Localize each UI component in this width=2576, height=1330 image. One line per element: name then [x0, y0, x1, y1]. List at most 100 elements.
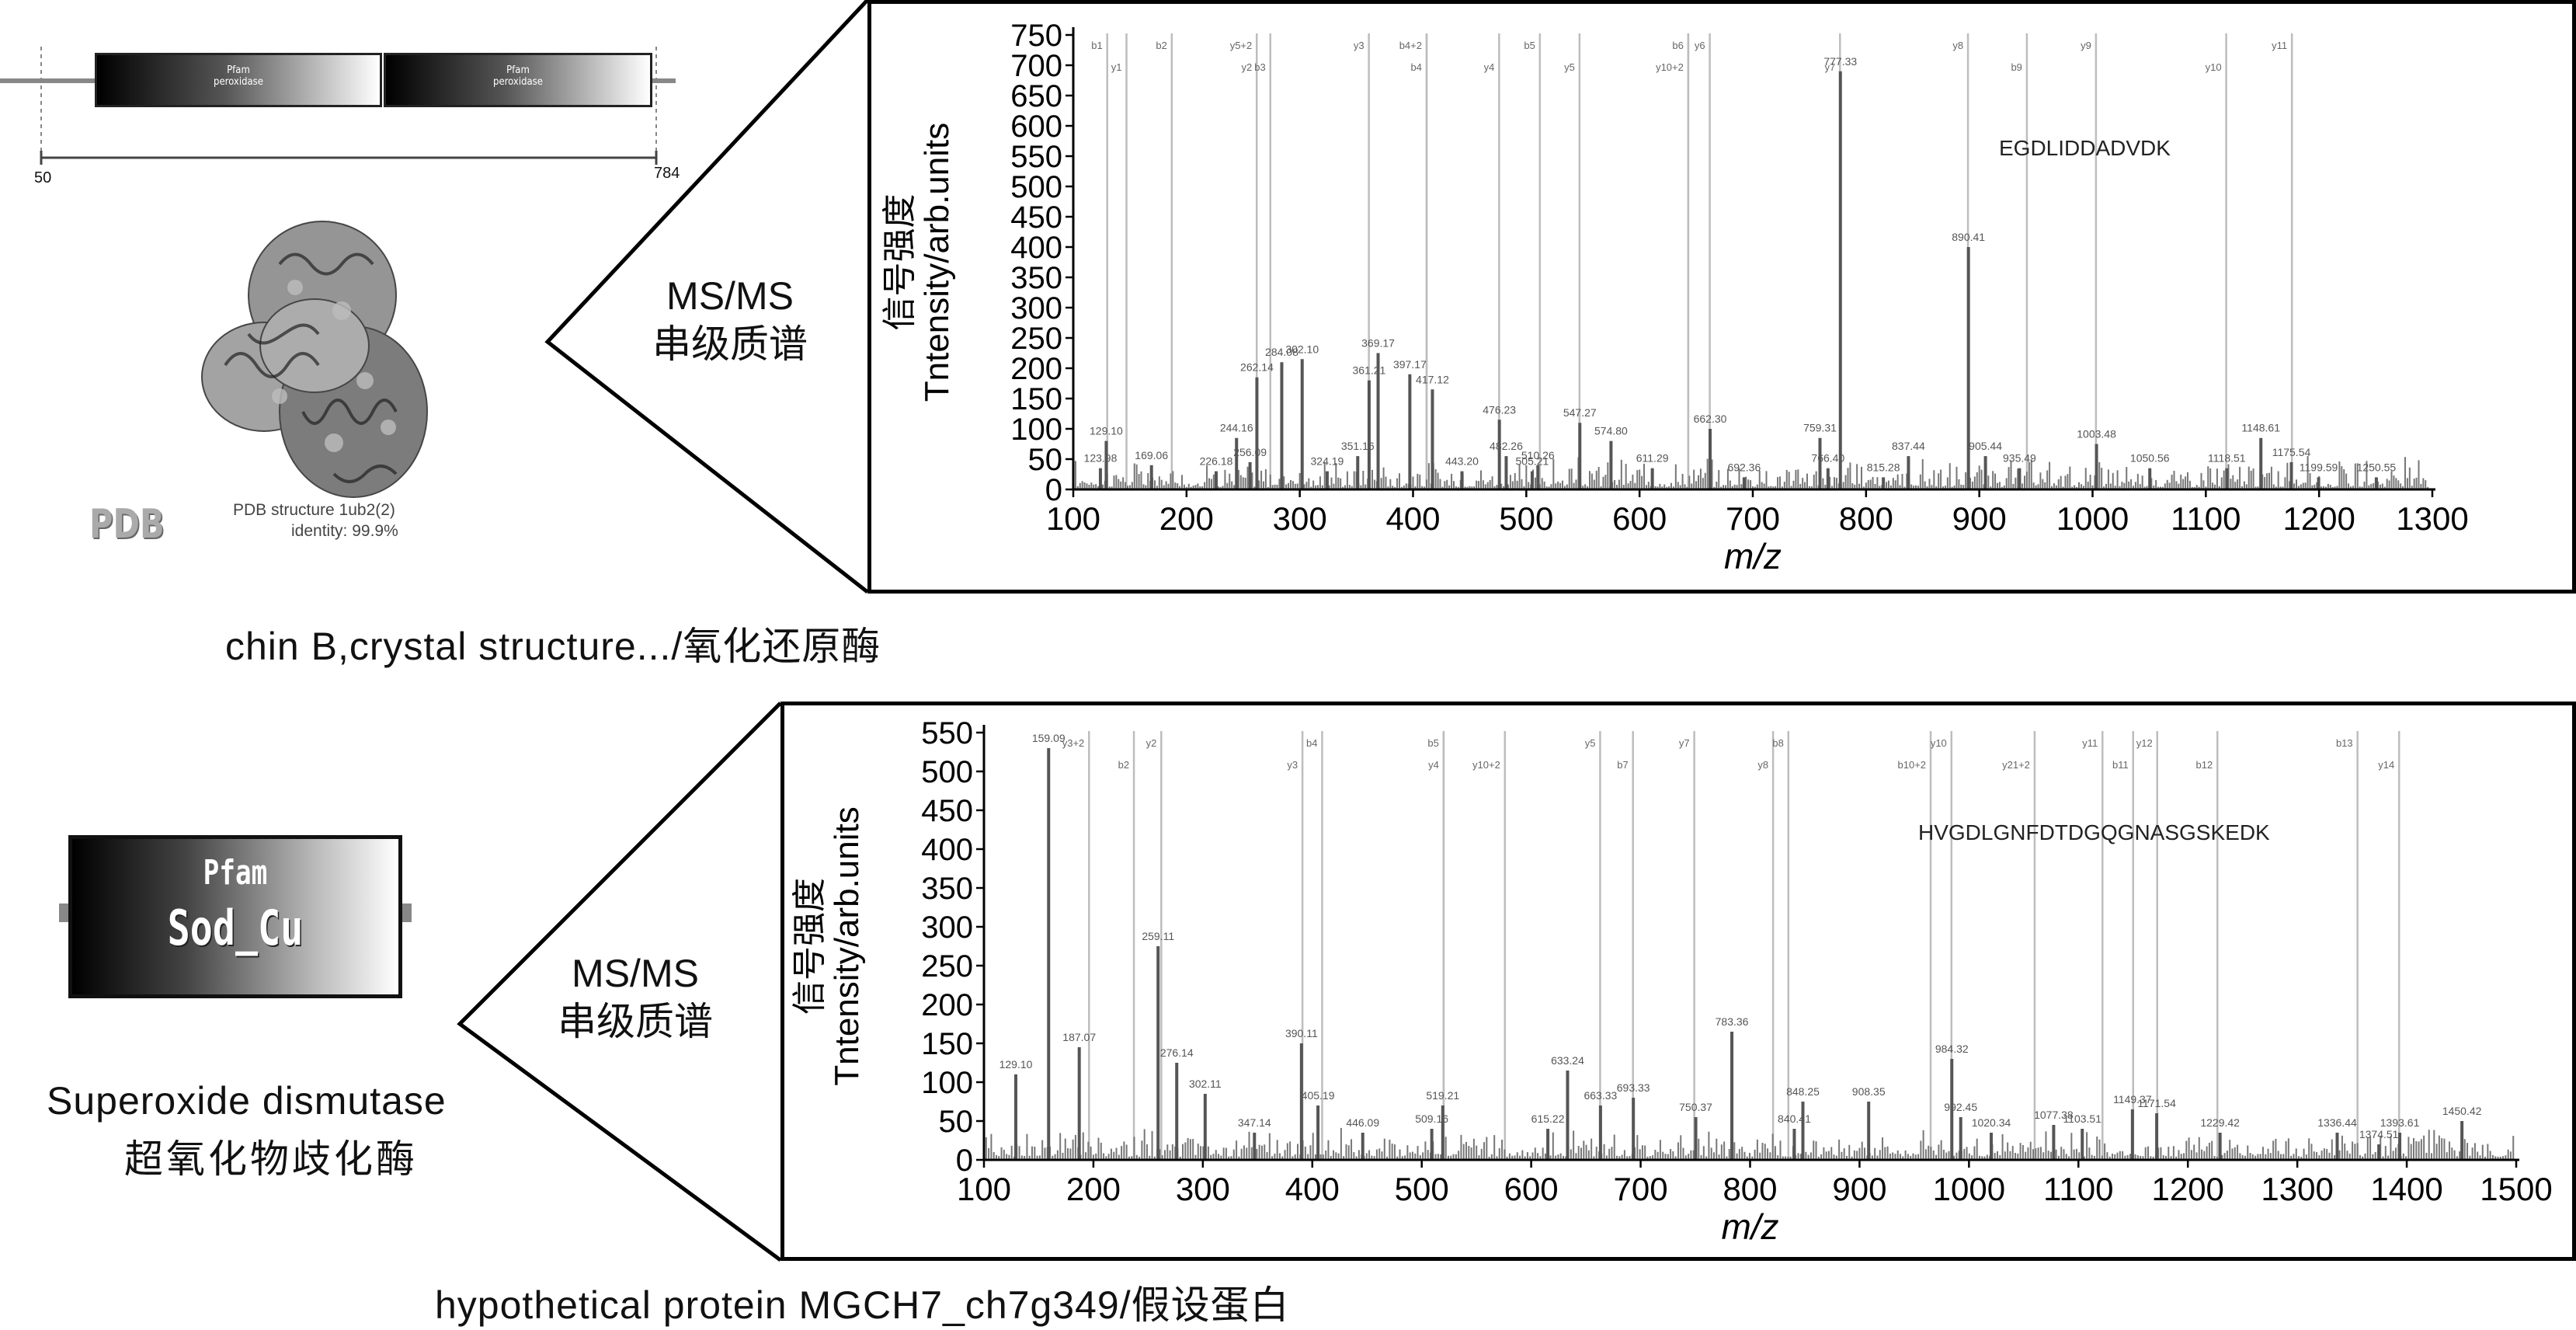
- peak-label: 397.17: [1393, 358, 1427, 371]
- peak-label: 259.11: [1142, 930, 1174, 942]
- sod-connectors: [59, 903, 412, 922]
- ion-marker-label: b10+2: [1898, 759, 1927, 771]
- callout-lines: [457, 0, 869, 1262]
- y-tick-label: 100: [921, 1066, 973, 1100]
- sod-cu-domain-box: Pfam Sod_Cu: [68, 835, 402, 998]
- peak-label: 905.44: [1969, 440, 2002, 452]
- peak-label: 256.09: [1233, 446, 1267, 458]
- peak-label: 837.44: [1892, 440, 1925, 452]
- x-tick-label: 500: [1395, 1171, 1449, 1207]
- peak-label: 547.27: [1563, 406, 1597, 419]
- peak-label: 284.08: [1265, 346, 1298, 358]
- y-axis-title: 信号强度: [881, 194, 919, 331]
- x-tick-label: 400: [1385, 500, 1440, 537]
- ion-marker-label: y21+2: [2002, 759, 2030, 771]
- y-tick-label: 300: [1010, 291, 1062, 326]
- peptide-sequence: HVGDLGNFDTDGQGNASGSKEDK: [1918, 820, 2270, 844]
- peak-label: 1050.56: [2130, 452, 2170, 465]
- ion-marker-label: y2: [1242, 61, 1253, 73]
- peak-label: 1175.54: [2272, 446, 2311, 458]
- peak-label: 187.07: [1062, 1031, 1096, 1043]
- peak-label: 417.12: [1416, 373, 1449, 385]
- peak-label: 390.11: [1285, 1027, 1318, 1039]
- x-tick-label: 1000: [1933, 1171, 2005, 1207]
- y-tick-label: 200: [1010, 352, 1062, 386]
- peak-label: 169.06: [1135, 449, 1168, 461]
- ion-marker-label: b11: [2112, 759, 2129, 771]
- peak-label: 510.26: [1521, 449, 1555, 461]
- peak-label: 815.28: [1867, 461, 1900, 473]
- domain-bar-2: Pfam peroxidase: [384, 53, 652, 107]
- ion-marker-label: y4: [1428, 759, 1439, 771]
- ion-marker-label: b2: [1118, 759, 1129, 771]
- chart-frame: [867, 0, 2576, 594]
- y-tick-label: 150: [921, 1027, 973, 1061]
- y-tick-label: 400: [921, 833, 973, 867]
- x-tick-label: 1300: [2261, 1171, 2333, 1207]
- sod-pfam-label: Pfam: [203, 853, 268, 893]
- peak-label: 226.18: [1200, 455, 1233, 468]
- peak-label: 302.10: [1285, 343, 1319, 355]
- protein-structure-image: [201, 221, 428, 498]
- peak-label: 848.25: [1786, 1085, 1820, 1098]
- x-tick-label: 900: [1832, 1171, 1886, 1207]
- bottom-caption: hypothetical protein MGCH7_ch7g349/假设蛋白: [435, 1283, 1290, 1327]
- ion-marker-label: y10: [2206, 61, 2222, 73]
- spectrum-chart-top: b1 y1 b2 y2 y5+2b3 y3 b4 b4+2 y4 b5 y5 b6 y10+2 y6 y7 y…: [867, 0, 2576, 594]
- peak-label: 324.19: [1311, 455, 1344, 468]
- x-tick-label: 800: [1723, 1171, 1777, 1207]
- peak-label: 519.21: [1426, 1089, 1459, 1102]
- y-tick-label: 100: [1010, 413, 1062, 447]
- peak-label: 123.98: [1084, 452, 1118, 465]
- ion-marker-label: y3+2: [1062, 737, 1085, 749]
- y-tick-label: 550: [921, 716, 973, 750]
- ion-marker-label: y10+2: [1656, 61, 1684, 73]
- peak-label: 992.45: [1944, 1101, 1977, 1113]
- peak-label: 1103.51: [2063, 1112, 2101, 1125]
- y-tick-label: 500: [1010, 170, 1062, 204]
- y-tick-label: 350: [1010, 261, 1062, 295]
- peak-label: 662.30: [1694, 413, 1727, 425]
- x-tick-label: 1300: [2396, 500, 2468, 537]
- y-tick-label: 0: [1045, 473, 1062, 507]
- ion-marker-label: y11: [2082, 737, 2098, 749]
- peak-label: 262.14: [1240, 361, 1274, 374]
- x-tick-label: 500: [1499, 500, 1553, 537]
- domain-start-label: 50: [34, 169, 52, 186]
- x-tick-label: 1500: [2480, 1171, 2552, 1207]
- domain-end-label: 784: [654, 165, 680, 182]
- x-tick-label: 100: [1046, 500, 1100, 537]
- ion-marker-label: y7: [1679, 737, 1690, 749]
- peak-label: 244.16: [1220, 422, 1253, 434]
- y-tick-label: 650: [1010, 79, 1062, 113]
- ion-marker-label: y14: [2378, 759, 2394, 771]
- peak-label: 482.26: [1490, 440, 1523, 452]
- x-tick-label: 1200: [2282, 500, 2355, 537]
- y-tick-label: 250: [921, 949, 973, 984]
- structure-line-1: PDB structure 1ub2(2): [233, 501, 395, 519]
- x-tick-label: 600: [1504, 1171, 1559, 1207]
- peak-label: 1149.37: [2113, 1093, 2152, 1105]
- y-tick-label: 0: [956, 1144, 973, 1178]
- peak-label: 276.14: [1160, 1046, 1194, 1059]
- peak-label: 840.41: [1778, 1112, 1811, 1125]
- ion-marker-label: y1: [1111, 61, 1122, 73]
- chart-frame: [780, 702, 2576, 1261]
- y-axis-title: Tntensity/arb.units: [828, 806, 866, 1086]
- peak-label: 1148.61: [2241, 422, 2280, 434]
- ion-marker-label: y10: [1931, 737, 1947, 749]
- x-tick-label: 1100: [2043, 1171, 2113, 1207]
- x-axis-title: m/z: [1724, 536, 1782, 576]
- peak-label: 1336.44: [2317, 1116, 2357, 1129]
- ion-marker-label: y8: [1952, 40, 1963, 51]
- peak-label: 1171.54: [2137, 1097, 2176, 1109]
- y-tick-label: 550: [1010, 140, 1062, 174]
- peak-label: 692.36: [1727, 461, 1761, 473]
- peak-label: 129.10: [999, 1058, 1033, 1071]
- peak-label: 1393.61: [2380, 1116, 2420, 1129]
- peptide-sequence: EGDLIDDADVDK: [1999, 136, 2171, 160]
- protein-name-en: Superoxide dismutase: [47, 1079, 447, 1123]
- x-tick-label: 700: [1726, 500, 1780, 537]
- y-tick-label: 700: [1010, 49, 1062, 83]
- peak-label: 908.35: [1852, 1085, 1886, 1098]
